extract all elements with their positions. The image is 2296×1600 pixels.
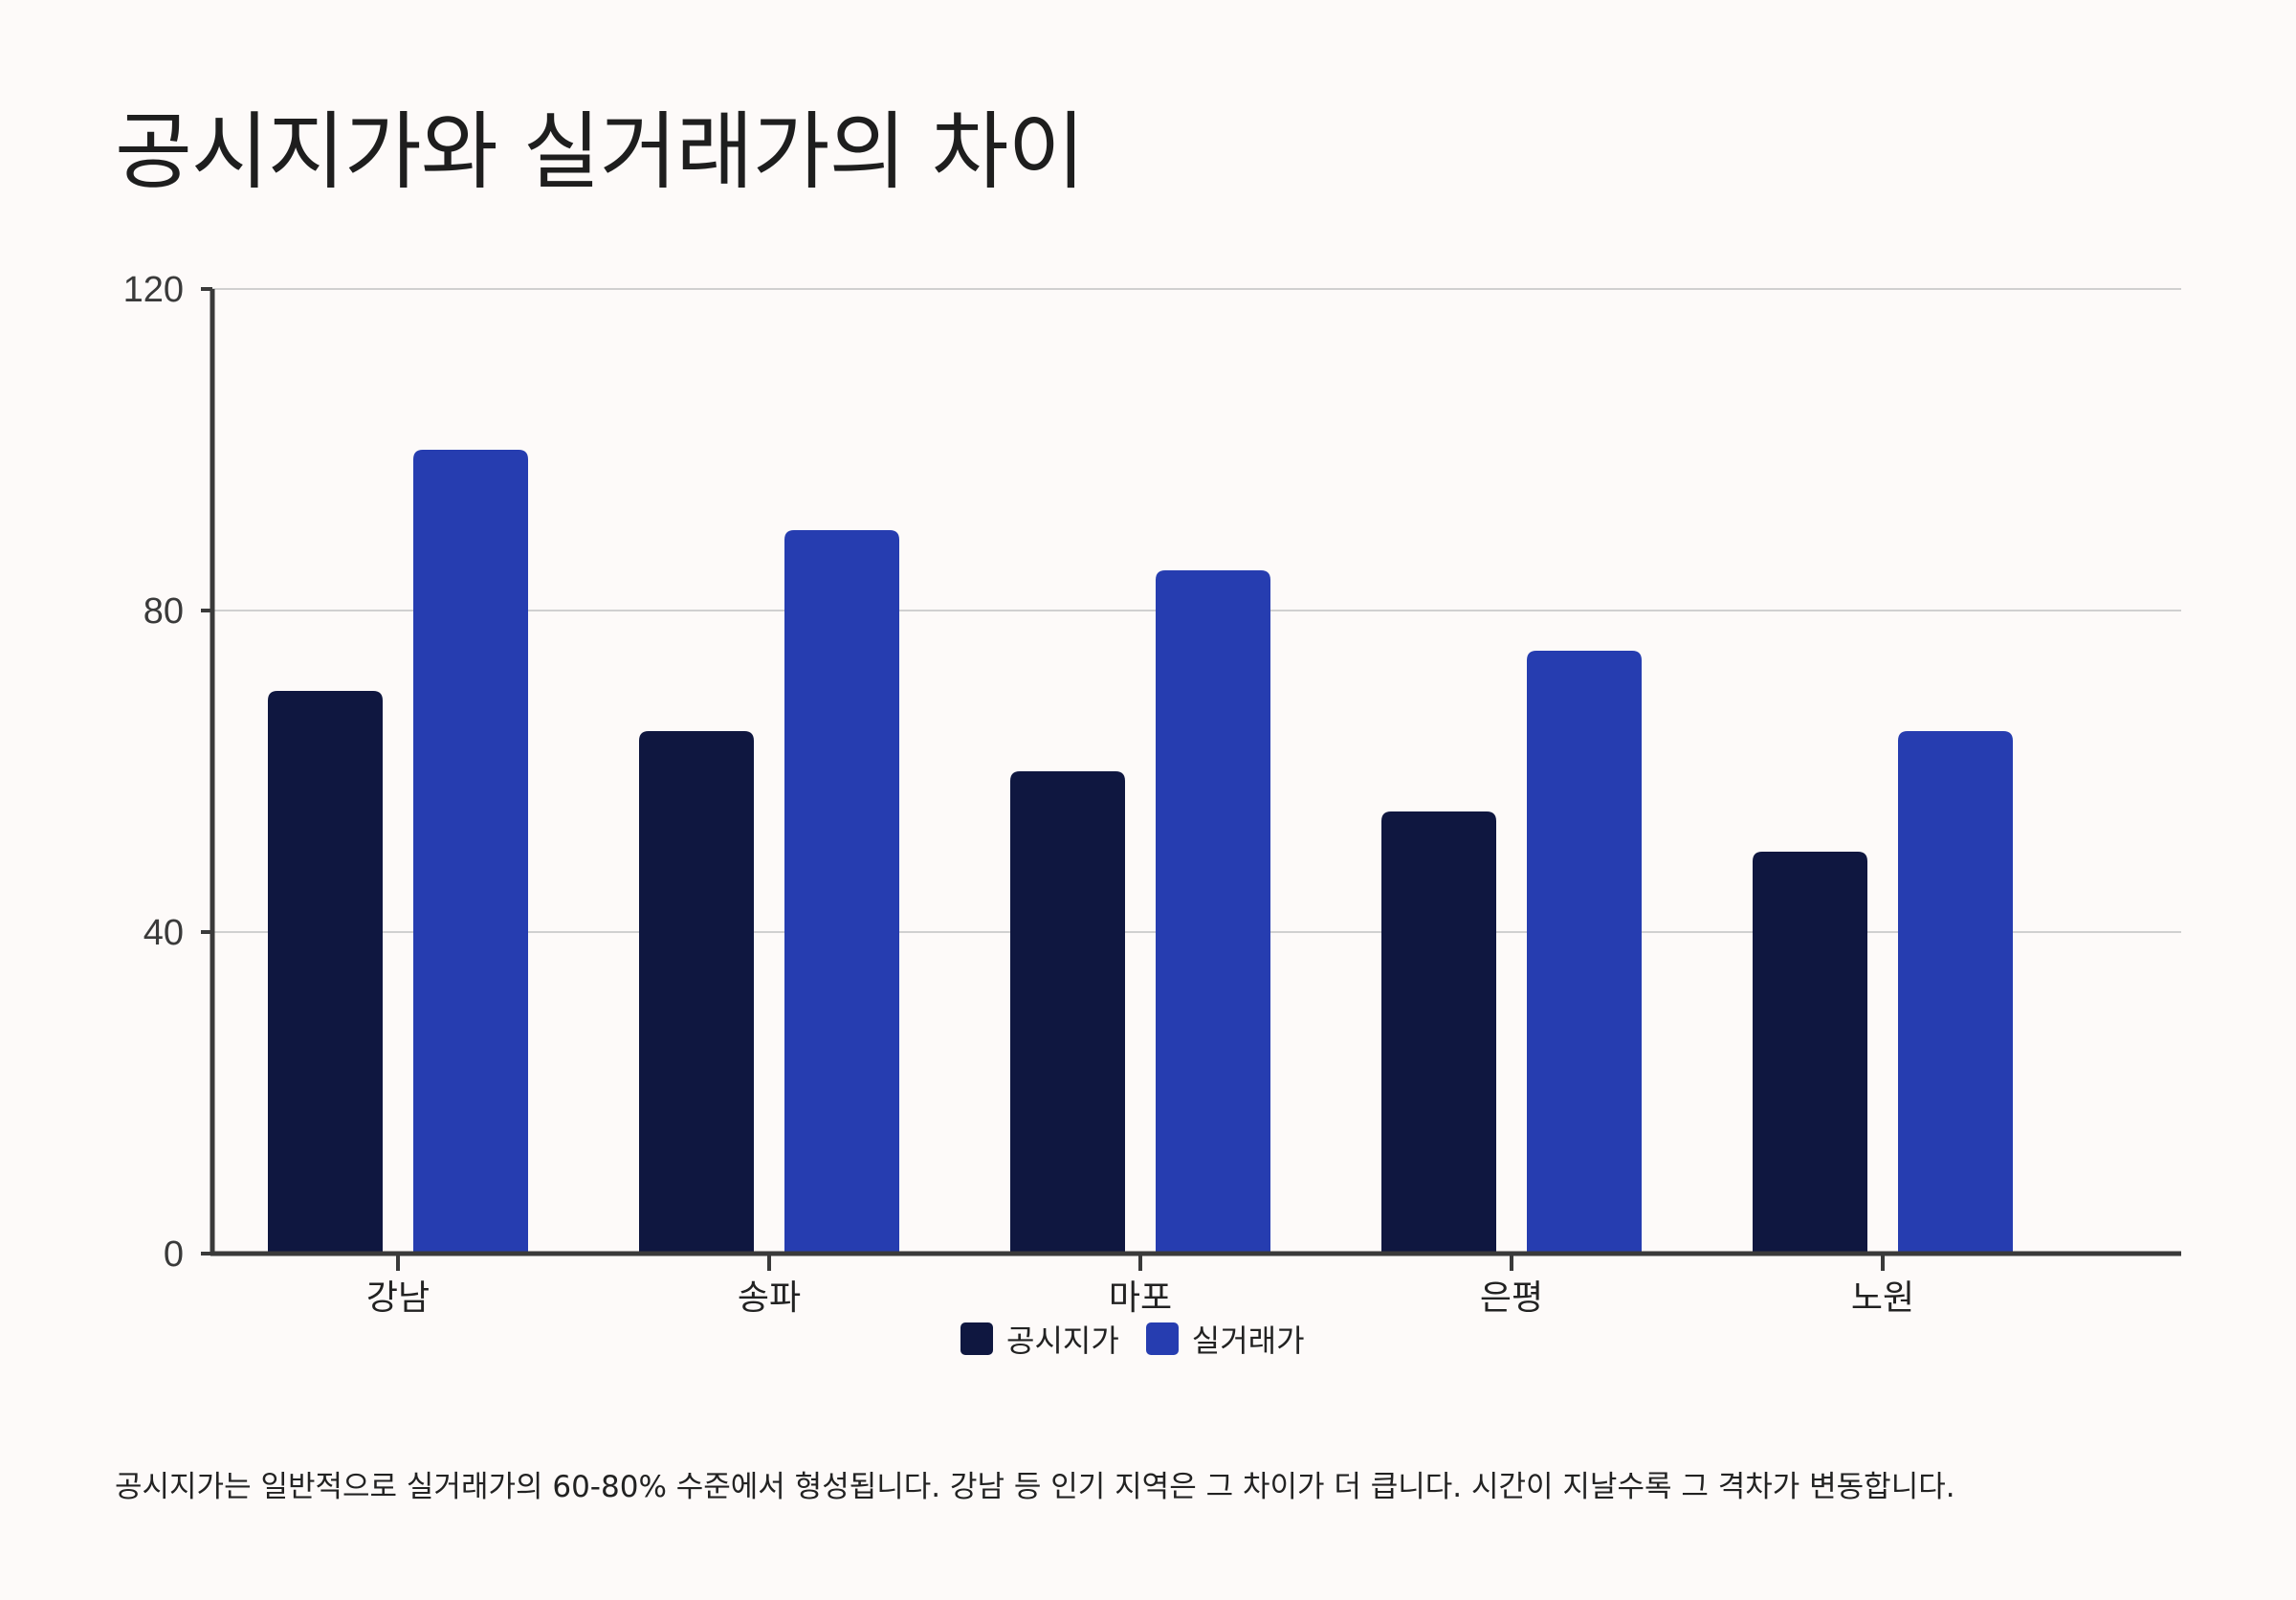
chart-title: 공시지가와 실거래가의 차이 (115, 102, 1085, 201)
bar-series-1 (1010, 771, 1125, 1254)
bars (268, 450, 2013, 1254)
bar-series-2 (1156, 570, 1270, 1254)
footnote: 공시지가는 일반적으로 실거래가의 60-80% 수준에서 형성됩니다. 강남 … (115, 1470, 1955, 1504)
legend-label-series-2: 실거래가 (1191, 1322, 1305, 1359)
y-tick-label: 120 (123, 270, 184, 310)
bar-series-2 (1527, 651, 1642, 1254)
x-tick-label: 강남 (366, 1278, 430, 1318)
bar-series-1 (1753, 852, 1867, 1254)
x-ticks: 강남 송파 마포 은평 노원 (366, 1254, 1914, 1318)
x-tick-label: 은평 (1480, 1278, 1543, 1318)
y-ticks: 0 40 80 120 (123, 270, 212, 1275)
bar-series-2 (413, 450, 528, 1254)
y-tick-label: 40 (144, 913, 184, 953)
legend-item-series-1[interactable]: 공시지가 (960, 1317, 1119, 1361)
y-tick-label: 80 (144, 591, 184, 632)
x-tick-label: 마포 (1109, 1278, 1172, 1318)
bar-series-1 (1381, 811, 1496, 1254)
legend-item-series-2[interactable]: 실거래가 (1145, 1317, 1305, 1361)
legend: 공시지가 실거래가 (960, 1317, 1305, 1361)
x-tick-label: 송파 (738, 1278, 801, 1318)
bar-series-1 (268, 691, 383, 1254)
bar-series-2 (784, 530, 899, 1254)
bar-series-1 (639, 731, 754, 1254)
y-tick-label: 0 (164, 1234, 184, 1275)
bar-series-2 (1898, 731, 2013, 1254)
legend-swatch-series-1 (960, 1322, 993, 1355)
x-tick-label: 노원 (1851, 1278, 1914, 1318)
legend-label-series-1: 공시지가 (1006, 1322, 1119, 1359)
axes (210, 289, 2181, 1256)
legend-swatch-series-2 (1145, 1322, 1179, 1355)
